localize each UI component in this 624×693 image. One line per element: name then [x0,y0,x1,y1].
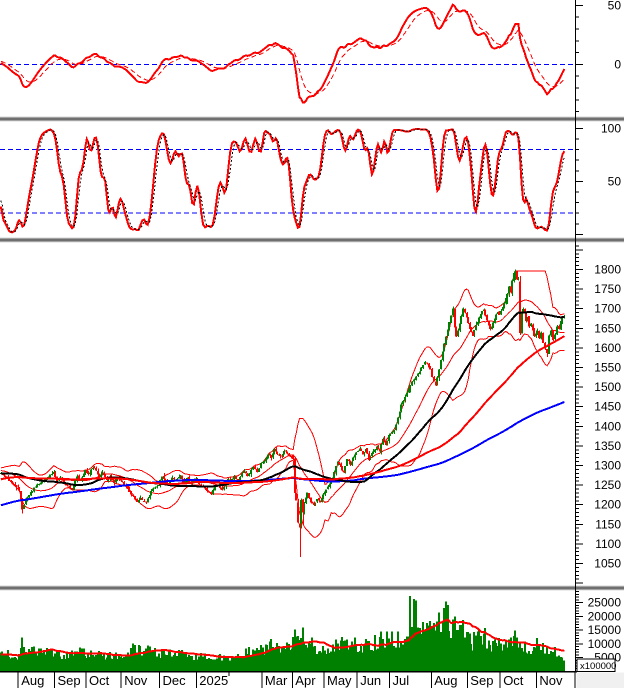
svg-text:Apr: Apr [295,673,316,688]
svg-text:1700: 1700 [594,302,621,316]
svg-text:1400: 1400 [594,419,621,433]
svg-text:0: 0 [614,57,621,71]
svg-text:1600: 1600 [594,341,621,355]
svg-text:1150: 1150 [595,517,621,531]
svg-text:Oct: Oct [89,673,110,688]
svg-text:1550: 1550 [594,361,621,375]
svg-text:2025: 2025 [199,673,228,688]
svg-text:1750: 1750 [594,282,621,296]
svg-text:Nov: Nov [124,673,148,688]
svg-text:1800: 1800 [594,263,621,277]
svg-text:1300: 1300 [594,459,621,473]
svg-text:1350: 1350 [594,439,621,453]
svg-text:Nov: Nov [539,673,563,688]
svg-text:Mar: Mar [265,673,288,688]
svg-text:1100: 1100 [595,537,621,551]
svg-text:10000: 10000 [588,637,622,651]
svg-text:Sep: Sep [58,673,81,688]
svg-text:Jun: Jun [360,673,381,688]
svg-text:Oct: Oct [503,673,524,688]
svg-text:1200: 1200 [594,498,621,512]
svg-text:20000: 20000 [588,609,622,623]
svg-text:Aug: Aug [434,673,457,688]
svg-text:Dec: Dec [163,673,187,688]
svg-text:1450: 1450 [594,400,621,414]
svg-text:50: 50 [608,0,622,12]
svg-text:1050: 1050 [594,557,621,571]
svg-text:1650: 1650 [594,321,621,335]
svg-text:Aug: Aug [21,673,44,688]
svg-text:Sep: Sep [470,673,493,688]
svg-text:100: 100 [601,121,621,135]
svg-text:May: May [327,673,352,688]
svg-text:1250: 1250 [594,478,621,492]
svg-text:Jul: Jul [393,673,410,688]
svg-text:50: 50 [608,174,622,188]
svg-text:15000: 15000 [588,623,622,637]
svg-text:1500: 1500 [594,380,621,394]
svg-text:25000: 25000 [588,596,622,610]
svg-text:x100000: x100000 [580,661,616,672]
